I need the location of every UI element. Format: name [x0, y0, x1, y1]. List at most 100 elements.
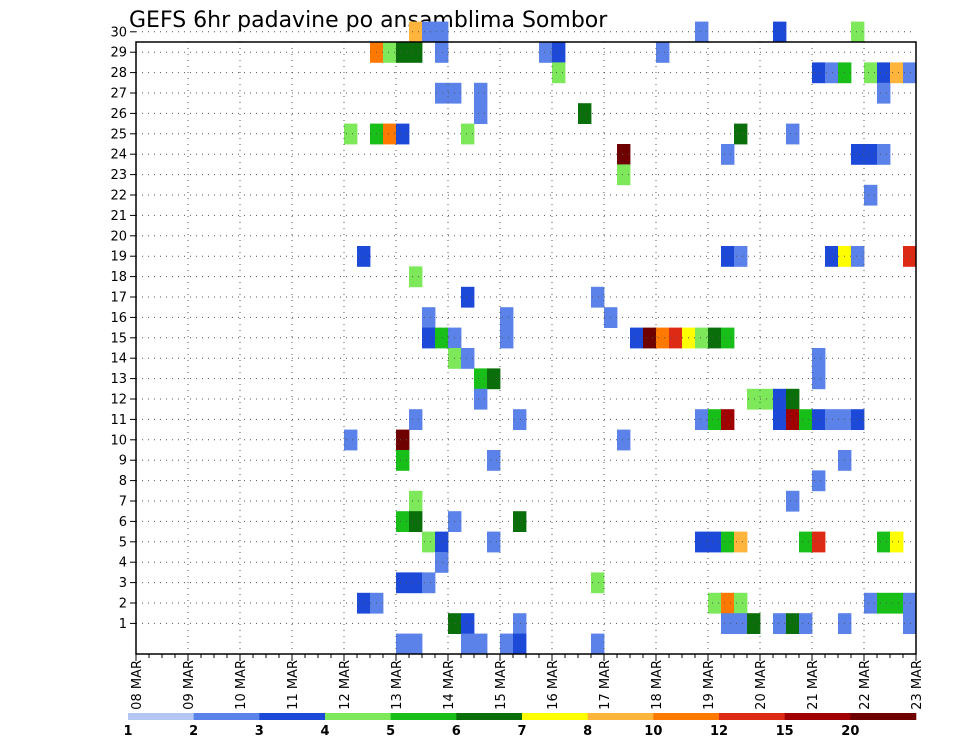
y-tick-label: 23	[110, 168, 127, 183]
precip-cell	[708, 327, 722, 349]
x-date-label: 15 MAR	[494, 660, 509, 710]
y-tick-label: 24	[110, 148, 127, 163]
precip-cell	[708, 592, 722, 614]
precip-cell	[786, 613, 800, 634]
precip-cell	[396, 123, 410, 145]
precip-cell	[409, 266, 423, 288]
precip-cell	[435, 327, 449, 349]
precip-cell	[799, 409, 813, 430]
precip-cell	[825, 246, 839, 267]
precip-cell	[474, 103, 488, 124]
precip-cell	[409, 490, 423, 512]
legend-label: 15	[776, 724, 794, 739]
precip-cell	[734, 531, 748, 553]
legend-swatch	[587, 713, 654, 720]
precip-cell	[708, 409, 722, 430]
x-date-label: 22 MAR	[858, 660, 873, 710]
legend-swatch	[259, 713, 326, 720]
legend-label: 8	[583, 724, 592, 739]
precip-cell	[799, 613, 813, 634]
y-tick-label: 18	[110, 270, 127, 285]
x-date-label: 23 MAR	[910, 660, 925, 710]
precip-cell	[513, 409, 527, 430]
y-tick-label: 2	[119, 597, 127, 612]
precip-cell	[578, 103, 592, 124]
precip-cell	[812, 368, 826, 390]
y-tick-label: 14	[110, 352, 127, 367]
precip-cell	[396, 450, 410, 471]
precip-cell	[877, 82, 891, 104]
precip-cell	[539, 42, 553, 63]
x-date-label: 10 MAR	[234, 660, 249, 710]
precip-cell	[695, 409, 709, 430]
precip-cell	[591, 286, 605, 308]
precip-cell	[396, 572, 410, 594]
y-tick-label: 4	[119, 556, 127, 571]
legend-swatch	[128, 713, 194, 720]
y-tick-label: 12	[110, 393, 127, 408]
precip-cell	[773, 409, 787, 430]
precip-cell	[877, 62, 891, 84]
precip-cell	[773, 388, 787, 410]
x-date-label: 09 MAR	[182, 660, 197, 710]
x-date-label: 14 MAR	[442, 660, 457, 710]
legend-label: 20	[841, 724, 859, 739]
precip-cell	[552, 42, 566, 63]
y-tick-label: 5	[119, 535, 127, 550]
precip-cell	[617, 164, 631, 186]
precip-cell	[851, 21, 865, 43]
y-tick-label: 21	[110, 209, 127, 224]
x-date-label: 18 MAR	[650, 660, 665, 710]
y-tick-label: 8	[119, 474, 127, 489]
legend-label: 3	[255, 724, 264, 739]
y-tick-label: 10	[110, 433, 127, 448]
y-tick-label: 29	[110, 46, 127, 61]
precip-cell	[890, 531, 904, 553]
precip-cell	[409, 409, 423, 430]
precip-cell	[461, 123, 475, 145]
precip-cell	[864, 62, 878, 84]
y-tick-label: 16	[110, 311, 127, 326]
legend-label: 1	[123, 724, 132, 739]
y-tick-label: 28	[110, 66, 127, 81]
precip-cell	[656, 42, 670, 63]
x-axis: 08 MAR 09 MAR 10 MAR 11 MAR 12 MAR 13 MAR 14 M…	[130, 654, 925, 710]
precip-cell	[734, 246, 748, 267]
precip-cell	[747, 613, 761, 634]
precip-cell	[825, 409, 839, 430]
precip-cell	[435, 531, 449, 553]
legend-label: 12	[710, 724, 728, 739]
precip-cell	[487, 368, 501, 390]
precip-cell	[591, 572, 605, 594]
precip-cell	[812, 409, 826, 430]
legend-swatch	[456, 713, 523, 720]
precip-cell	[643, 327, 657, 349]
precip-cell	[864, 144, 878, 165]
precip-cell	[409, 42, 423, 63]
precip-cell	[461, 286, 475, 308]
precip-cell	[435, 82, 449, 104]
legend-label: 5	[386, 724, 395, 739]
legend-swatch	[390, 713, 457, 720]
legend-swatch	[193, 713, 260, 720]
precip-cell	[474, 388, 488, 410]
x-date-label: 13 MAR	[390, 660, 405, 710]
precip-cell	[513, 511, 527, 532]
precip-cell	[786, 490, 800, 512]
precip-cell	[773, 21, 787, 43]
precip-cell	[552, 62, 566, 84]
precip-cell	[721, 409, 735, 430]
precip-cell	[500, 327, 514, 349]
legend-swatch	[850, 713, 917, 720]
chart-title: GEFS 6hr padavine po ansamblima Sombor	[129, 8, 608, 33]
precip-cell	[500, 307, 514, 328]
precip-cell	[812, 470, 826, 492]
grid-lines	[136, 31, 916, 654]
precip-cell	[422, 531, 436, 553]
precip-cell	[669, 327, 683, 349]
legend-label: 4	[320, 724, 329, 739]
precip-cell	[435, 552, 449, 573]
precip-cell	[786, 388, 800, 410]
color-legend: 1 2 3 4 5 6 7 8 10 12 15 20	[123, 713, 917, 739]
